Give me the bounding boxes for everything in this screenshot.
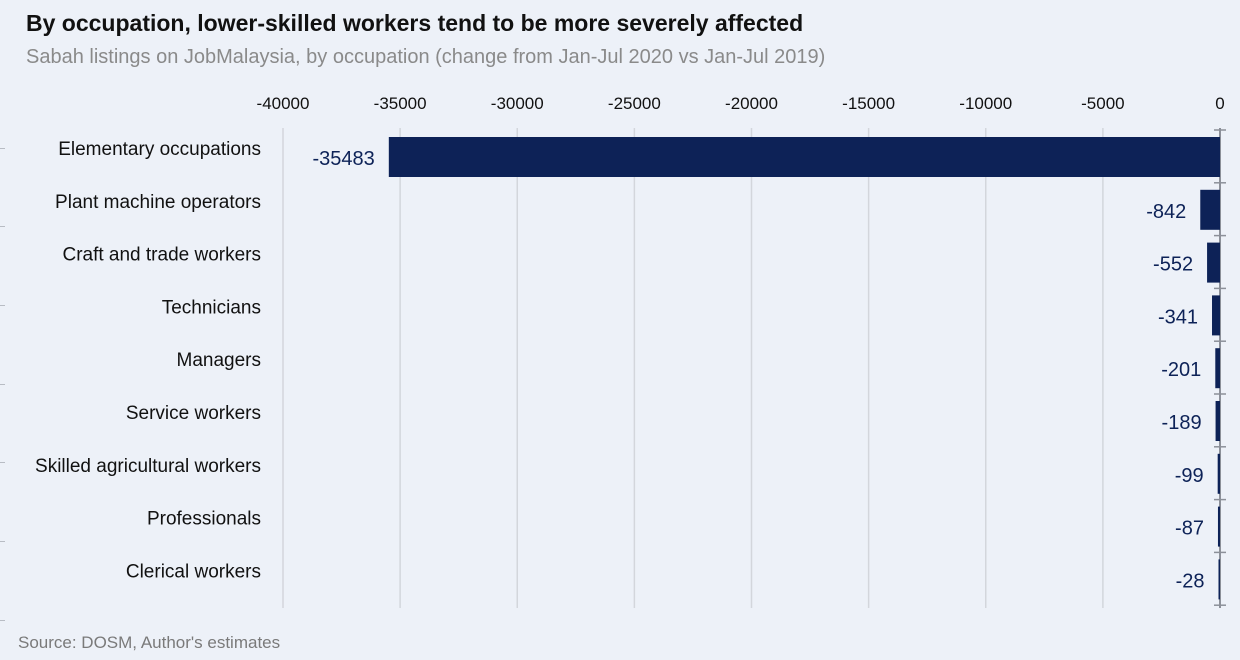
bar: [1215, 348, 1220, 389]
category-label: Craft and trade workers: [62, 245, 261, 266]
source-note: Source: DOSM, Author's estimates: [18, 633, 281, 652]
edge-tick: [0, 384, 5, 385]
data-label: -201: [1161, 359, 1201, 381]
data-label: -28: [1176, 570, 1205, 592]
data-label: -35483: [313, 148, 375, 170]
bar: [1215, 401, 1220, 441]
edge-tick: [0, 305, 5, 306]
data-label: -99: [1175, 465, 1204, 487]
category-label: Professionals: [147, 509, 261, 530]
edge-tick: [0, 541, 5, 542]
x-tick-label: -15000: [842, 94, 895, 113]
category-label: Technicians: [162, 297, 261, 318]
chart-title: By occupation, lower-skilled workers ten…: [26, 10, 804, 36]
category-label: Service workers: [126, 403, 261, 424]
bar: [1217, 506, 1220, 547]
data-label: -341: [1158, 306, 1198, 328]
x-tick-label: -35000: [374, 94, 427, 113]
bar: [1212, 295, 1220, 336]
edge-tick: [0, 148, 5, 149]
x-tick-label: -20000: [725, 94, 778, 113]
bar: [1217, 453, 1220, 494]
x-tick-label: -40000: [257, 94, 310, 113]
category-label: Skilled agricultural workers: [35, 456, 261, 477]
x-tick-label: -30000: [491, 94, 544, 113]
category-label: Clerical workers: [126, 561, 261, 582]
x-tick-label: -10000: [959, 94, 1012, 113]
edge-tick: [0, 226, 5, 227]
data-label: -87: [1175, 518, 1204, 540]
category-label: Plant machine operators: [55, 192, 261, 213]
data-label: -842: [1146, 201, 1186, 223]
bar: [1200, 189, 1220, 230]
x-tick-label: -25000: [608, 94, 661, 113]
category-label: Managers: [177, 350, 262, 371]
category-label: Elementary occupations: [58, 139, 261, 160]
data-label: -189: [1162, 412, 1202, 434]
edge-tick: [0, 462, 5, 463]
chart-subtitle: Sabah listings on JobMalaysia, by occupa…: [26, 46, 826, 68]
x-tick-label: -5000: [1081, 94, 1124, 113]
edge-tick: [0, 620, 5, 621]
bar: [388, 137, 1220, 177]
bar: [1207, 242, 1220, 283]
bar: [1218, 559, 1220, 600]
x-tick-label: 0: [1215, 94, 1224, 113]
data-label: -552: [1153, 254, 1193, 276]
